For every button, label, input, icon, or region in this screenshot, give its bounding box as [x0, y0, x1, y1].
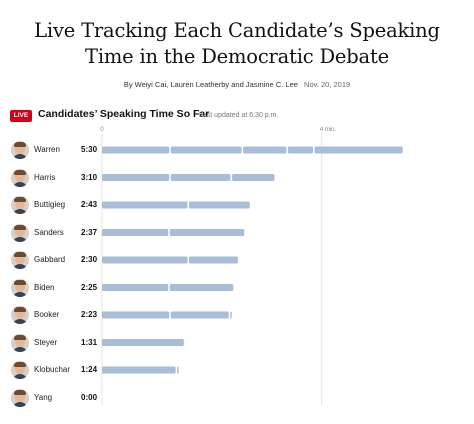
candidate-name: Yang — [34, 392, 53, 402]
candidate-avatar — [11, 196, 29, 214]
live-badge: LIVE — [10, 110, 32, 122]
speaking-segment-bar — [170, 174, 231, 181]
candidate-avatar — [11, 306, 29, 324]
byline-date: Nov. 20, 2019 — [304, 80, 351, 89]
speaking-segment-bar — [102, 201, 188, 209]
candidate-time: 2:37 — [81, 227, 98, 237]
candidate-time: 2:25 — [81, 282, 98, 292]
chart-title: Candidates’ Speaking Time So Far — [38, 108, 210, 120]
candidate-time: 5:30 — [81, 145, 98, 154]
speaking-segment-bar — [189, 256, 238, 264]
candidate-avatar — [11, 333, 29, 352]
byline-authors: By Weiyi Cai, Lauren Leatherby and Jasmi… — [123, 80, 298, 89]
candidate-name: Biden — [34, 282, 55, 292]
candidate-time: 2:30 — [81, 255, 98, 264]
speaking-segment-bar — [177, 366, 179, 374]
candidate-avatar — [11, 251, 29, 269]
candidate-name: Sanders — [34, 227, 64, 237]
candidate-name: Warren — [34, 145, 60, 154]
speaking-segment-bar — [230, 311, 232, 319]
speaking-segment-bar — [232, 174, 275, 181]
speaking-segment-bar — [169, 229, 245, 236]
speaking-segment-bar — [102, 284, 169, 291]
candidate-name: Buttigieg — [34, 200, 66, 209]
axis-tick-label: 4 min. — [320, 127, 337, 133]
speaking-segment-bar — [102, 256, 188, 264]
headline: Live Tracking Each Candidate’s Speaking … — [0, 18, 474, 70]
candidate-name: Booker — [34, 310, 60, 319]
speaking-segment-bar — [287, 146, 313, 154]
last-updated-text: Last updated at 6:30 p.m. — [199, 112, 279, 119]
candidate-name: Steyer — [34, 337, 58, 347]
speaking-segment-bar — [102, 229, 169, 236]
speaking-segment-bar — [102, 311, 170, 319]
headline-line-2: Time in the Democratic Debate — [85, 45, 389, 68]
candidate-time: 2:43 — [81, 200, 98, 209]
candidate-time: 0:00 — [81, 392, 98, 402]
speaking-segment-bar — [102, 339, 184, 346]
speaking-segment-bar — [170, 146, 242, 154]
candidate-name: Harris — [34, 172, 56, 182]
candidate-time: 3:10 — [81, 172, 98, 182]
speaking-segment-bar — [189, 201, 250, 209]
speaking-segment-bar — [170, 311, 229, 319]
speaking-segment-bar — [243, 146, 287, 154]
axis-tick-label: 0 — [100, 127, 104, 133]
candidate-name: Gabbard — [34, 255, 66, 264]
speaking-segment-bar — [169, 284, 234, 291]
speaking-segment-bar — [102, 146, 170, 154]
candidate-time: 2:23 — [81, 310, 98, 319]
candidate-avatar — [11, 223, 29, 242]
candidate-name: Klobuchar — [34, 365, 71, 374]
candidate-avatar — [11, 278, 29, 297]
candidate-avatar — [11, 141, 29, 159]
byline: By Weiyi Cai, Lauren Leatherby and Jasmi… — [0, 80, 474, 89]
candidate-avatar — [11, 361, 29, 379]
speaking-segment-bar — [102, 174, 170, 181]
speaking-segment-bar — [102, 366, 176, 374]
candidate-avatar — [11, 388, 29, 407]
speaking-segment-bar — [314, 146, 403, 154]
headline-line-1: Live Tracking Each Candidate’s Speaking — [34, 19, 440, 42]
candidate-avatar — [11, 168, 29, 187]
candidate-time: 1:31 — [81, 337, 98, 347]
candidate-time: 1:24 — [81, 365, 98, 374]
